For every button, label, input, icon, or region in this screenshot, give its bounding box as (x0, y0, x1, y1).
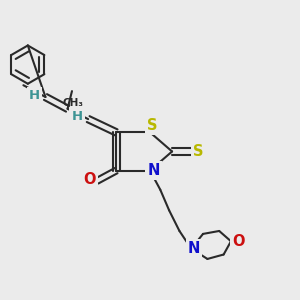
Text: N: N (147, 163, 160, 178)
Text: S: S (147, 118, 158, 134)
Text: H: H (71, 110, 82, 123)
Text: H: H (29, 89, 40, 102)
Text: S: S (193, 144, 204, 159)
Text: O: O (83, 172, 96, 187)
Text: N: N (188, 241, 200, 256)
Text: O: O (232, 234, 244, 249)
Text: CH₃: CH₃ (63, 98, 84, 109)
